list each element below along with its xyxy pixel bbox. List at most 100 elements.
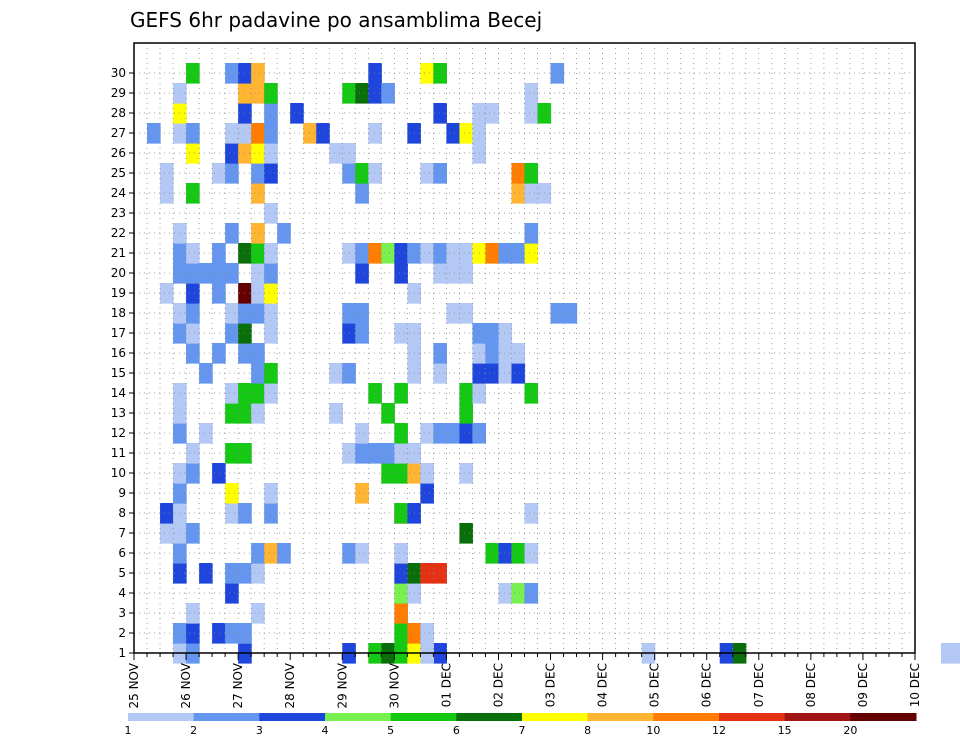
heatmap-cell [264,163,278,184]
heatmap-cell [186,463,200,484]
heatmap-cell [251,183,265,204]
heatmap-cell [225,123,239,144]
colorbar-label: 1 [125,724,132,737]
heatmap-cell [355,83,369,104]
heatmap-cell [277,223,291,244]
heatmap-cell [420,563,434,584]
y-tick-label: 23 [111,206,126,220]
heatmap-cell [511,543,526,564]
heatmap-cell [485,243,500,264]
heatmap-cell [329,363,343,384]
heatmap-cell [355,243,369,264]
heatmap-cell [394,423,408,444]
x-tick-label: 07 DEC [752,663,766,707]
heatmap-cell [212,243,226,264]
heatmap-cell [459,383,474,404]
colorbar-label: 10 [646,724,660,737]
heatmap-cell [186,323,200,344]
chart-title: GEFS 6hr padavine po ansamblima Becej [130,8,542,32]
heatmap-cell [251,363,265,384]
heatmap-cell [524,503,539,524]
heatmap-cell [368,443,382,464]
y-tick-label: 25 [111,166,126,180]
x-tick-label: 05 DEC [648,663,662,707]
heatmap-cell [394,263,408,284]
y-tick-label: 10 [111,466,126,480]
heatmap-cell [199,363,213,384]
heatmap-cell [264,103,278,124]
heatmap-cell [941,643,955,664]
y-tick-label: 11 [111,446,126,460]
y-tick-label: 24 [111,186,126,200]
y-tick-label: 18 [111,306,126,320]
heatmap-cell [251,243,265,264]
heatmap-cell [251,383,265,404]
colorbar-label: 6 [453,724,460,737]
y-tick-label: 6 [118,546,126,560]
heatmap-cell [251,283,265,304]
heatmap-cell [160,163,174,184]
heatmap-cell [355,423,369,444]
colorbar-swatch [325,713,392,721]
heatmap-cell [225,483,239,504]
heatmap-cell [264,283,278,304]
heatmap-cell [264,483,278,504]
y-tick-label: 8 [118,506,126,520]
colorbar-label: 15 [778,724,792,737]
heatmap-cell [446,303,461,324]
heatmap-cell [251,143,265,164]
heatmap-cell [355,543,369,564]
heatmap-cell [264,503,278,524]
heatmap-cell [368,243,382,264]
heatmap-cell [290,103,304,124]
x-axis-ticks: 25 NOV 26 NOV 27 NOV 28 NOV 29 NOV 30 NOV 01 D… [127,653,922,709]
heatmap-cell [420,623,434,644]
heatmap-cell [563,303,578,324]
heatmap-cell [381,83,395,104]
heatmap-cell [394,603,408,624]
heatmap-cell [251,403,265,424]
heatmap-cell [381,463,395,484]
x-tick-label: 06 DEC [700,663,714,707]
heatmap-cell [160,283,174,304]
heatmap-cell [186,183,200,204]
colorbar-swatch [128,713,195,721]
colorbar-label: 4 [322,724,329,737]
heatmap-cell [264,323,278,344]
heatmap-cell [186,523,200,544]
heatmap-cell [225,383,239,404]
heatmap-cell [368,63,382,84]
y-tick-label: 22 [111,226,126,240]
y-tick-label: 26 [111,146,126,160]
colorbar-label: 3 [256,724,263,737]
x-tick-label: 04 DEC [596,663,610,707]
heatmap-cell [420,463,434,484]
heatmap-cell [186,143,200,164]
heatmap-cell [420,483,434,504]
heatmap-cell [459,423,474,444]
heatmap-cell [186,343,200,364]
heatmap-cell [225,503,239,524]
heatmap-cell [186,243,200,264]
heatmap-cell [368,123,382,144]
colorbar-label: 12 [712,724,726,737]
heatmap-cell [251,163,265,184]
y-axis-ticks: 1234567891011121314151617181920212223242… [111,66,134,660]
heatmap-cell [498,543,513,564]
colorbar-label: 20 [843,724,857,737]
heatmap-cell [251,223,265,244]
heatmap-cell [264,83,278,104]
heatmap-cell [186,443,200,464]
heatmap-cell [394,623,408,644]
heatmap-cell [394,243,408,264]
heatmap-cell [225,143,239,164]
heatmap-cell [225,563,239,584]
heatmap-cell [485,363,500,384]
y-tick-label: 7 [118,526,126,540]
heatmap-cell [251,83,265,104]
heatmap-cell [446,123,461,144]
colorbar: 1 2 3 4 5 6 7 8 10 12 15 20 [125,713,917,737]
heatmap-cell [446,243,461,264]
heatmap-cell [251,263,265,284]
x-tick-label: 28 NOV [283,662,297,708]
